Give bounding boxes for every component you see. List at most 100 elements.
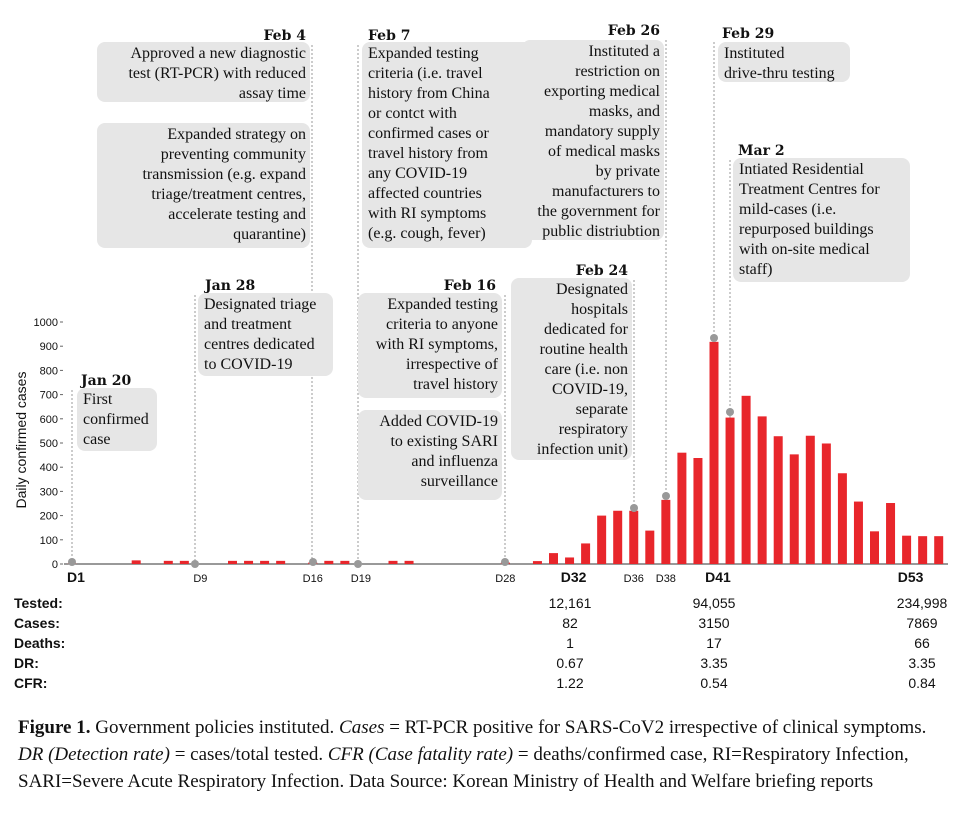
annotation-text: travel history from [368, 145, 489, 162]
annotation-text: repurposed buildings [739, 221, 874, 238]
annotation-box [97, 123, 310, 248]
x-tick-label: D38 [656, 573, 676, 585]
chart: Daily confirmed cases 0 100 200 300 400 500 60… [13, 23, 948, 691]
bar [404, 560, 414, 564]
annotation-text: with RI symptoms, [376, 336, 498, 353]
x-tick-label: D53 [898, 569, 924, 585]
table-row-label: DR: [14, 655, 39, 671]
annotation-text: Designated [556, 281, 628, 298]
caption-text: DR (Detection rate) [18, 744, 170, 765]
annotation-text: with RI symptoms [368, 205, 486, 222]
annotation-text: criteria to anyone [386, 316, 498, 333]
annotation-text: hospitals [571, 301, 628, 318]
bar [549, 553, 558, 564]
bar [870, 531, 879, 564]
bar [725, 417, 735, 564]
annotation-text: by private [596, 163, 660, 180]
annotation-text: COVID-19, [552, 381, 628, 398]
bar [918, 536, 928, 564]
annotation-text: criteria (i.e. travel [368, 65, 483, 82]
bar [388, 560, 398, 564]
bar [661, 499, 671, 564]
annotation-text: the government for [537, 203, 660, 220]
annotation-text: manufacturers to [552, 183, 660, 200]
policy-marker [309, 558, 317, 566]
bar [741, 395, 751, 564]
x-tick-label: D19 [351, 573, 371, 585]
bar [613, 510, 623, 564]
annotation-text: and influenza [411, 453, 498, 470]
table-cell: 7869 [906, 615, 937, 631]
annotation-box [522, 40, 664, 240]
y-tick-label: 400 [40, 462, 58, 474]
policy-marker [726, 408, 734, 416]
table-row-label: Tested: [14, 595, 63, 611]
table-cell: 0.54 [700, 675, 727, 691]
x-tick-label: D32 [561, 569, 587, 585]
annotation-text: confirmed cases or [368, 125, 490, 142]
x-tick-label: D28 [495, 573, 515, 585]
annotation-box [358, 410, 502, 500]
bar [837, 473, 847, 564]
caption-text: Cases [339, 717, 385, 738]
table-cell: 1.22 [556, 675, 583, 691]
bar [179, 560, 189, 564]
y-tick-label: 0 [52, 559, 58, 571]
annotation-date: Mar 2 [738, 143, 785, 159]
x-tick-label: D36 [624, 573, 644, 585]
bar [532, 561, 542, 564]
caption-text: Government policies instituted. [90, 717, 340, 738]
annotation-box [718, 42, 850, 82]
bar [597, 515, 607, 564]
annotation-text: (e.g. cough, fever) [368, 225, 486, 242]
bar [276, 560, 286, 564]
table-cell: 94,055 [693, 595, 736, 611]
x-tick-label: D16 [303, 573, 323, 585]
y-tick-label: 800 [40, 365, 58, 377]
caption: Figure 1. Government policies instituted… [18, 714, 943, 795]
y-tick-label: 500 [40, 438, 58, 450]
bar [805, 435, 815, 564]
bar [677, 452, 687, 564]
bar [163, 560, 173, 564]
table-row-label: Deaths: [14, 635, 65, 651]
table-cell: 17 [706, 635, 722, 651]
policy-marker [191, 560, 199, 568]
annotation-date: Feb 24 [576, 263, 628, 279]
annotation-text: surveillance [421, 473, 498, 490]
annotation-date: Feb 4 [264, 28, 307, 44]
table-cell: 0.67 [556, 655, 583, 671]
annotation-text: Expanded testing [368, 45, 479, 62]
table-row-label: CFR: [14, 675, 47, 691]
annotation-text: First [83, 391, 113, 408]
policy-marker [501, 558, 509, 566]
table-cell: 3150 [698, 615, 729, 631]
annotation-text: routine health [540, 341, 628, 358]
annotation-text: Instituted a [588, 43, 660, 60]
annotation-text: preventing community [161, 146, 306, 163]
bar [340, 560, 350, 564]
bar [821, 443, 831, 564]
annotation-text: travel history [413, 376, 498, 393]
annotation-text: to COVID-19 [204, 356, 292, 373]
bar [693, 458, 703, 564]
table-cell: 82 [562, 615, 578, 631]
caption-text: = deaths/confirmed case, RI=Respiratory … [18, 744, 914, 792]
bar [565, 557, 575, 564]
table-cell: 3.35 [700, 655, 727, 671]
y-tick-label: 700 [40, 390, 58, 402]
bar [886, 503, 896, 564]
annotation-text: centres dedicated [204, 336, 315, 353]
annotation-text: Designated triage [204, 296, 316, 313]
annotation-text: affected countries [368, 185, 482, 202]
annotation-text: and treatment [204, 316, 292, 333]
annotation-text: case [83, 431, 111, 448]
policy-marker [710, 334, 718, 342]
annotation-text: with on-site medical [739, 241, 870, 258]
bar [934, 536, 944, 564]
annotation-date: Jan 28 [203, 278, 255, 294]
bar [789, 454, 799, 564]
annotation-box [77, 388, 157, 451]
caption-text: = RT-PCR positive for SARS-CoV2 irrespec… [384, 717, 932, 738]
